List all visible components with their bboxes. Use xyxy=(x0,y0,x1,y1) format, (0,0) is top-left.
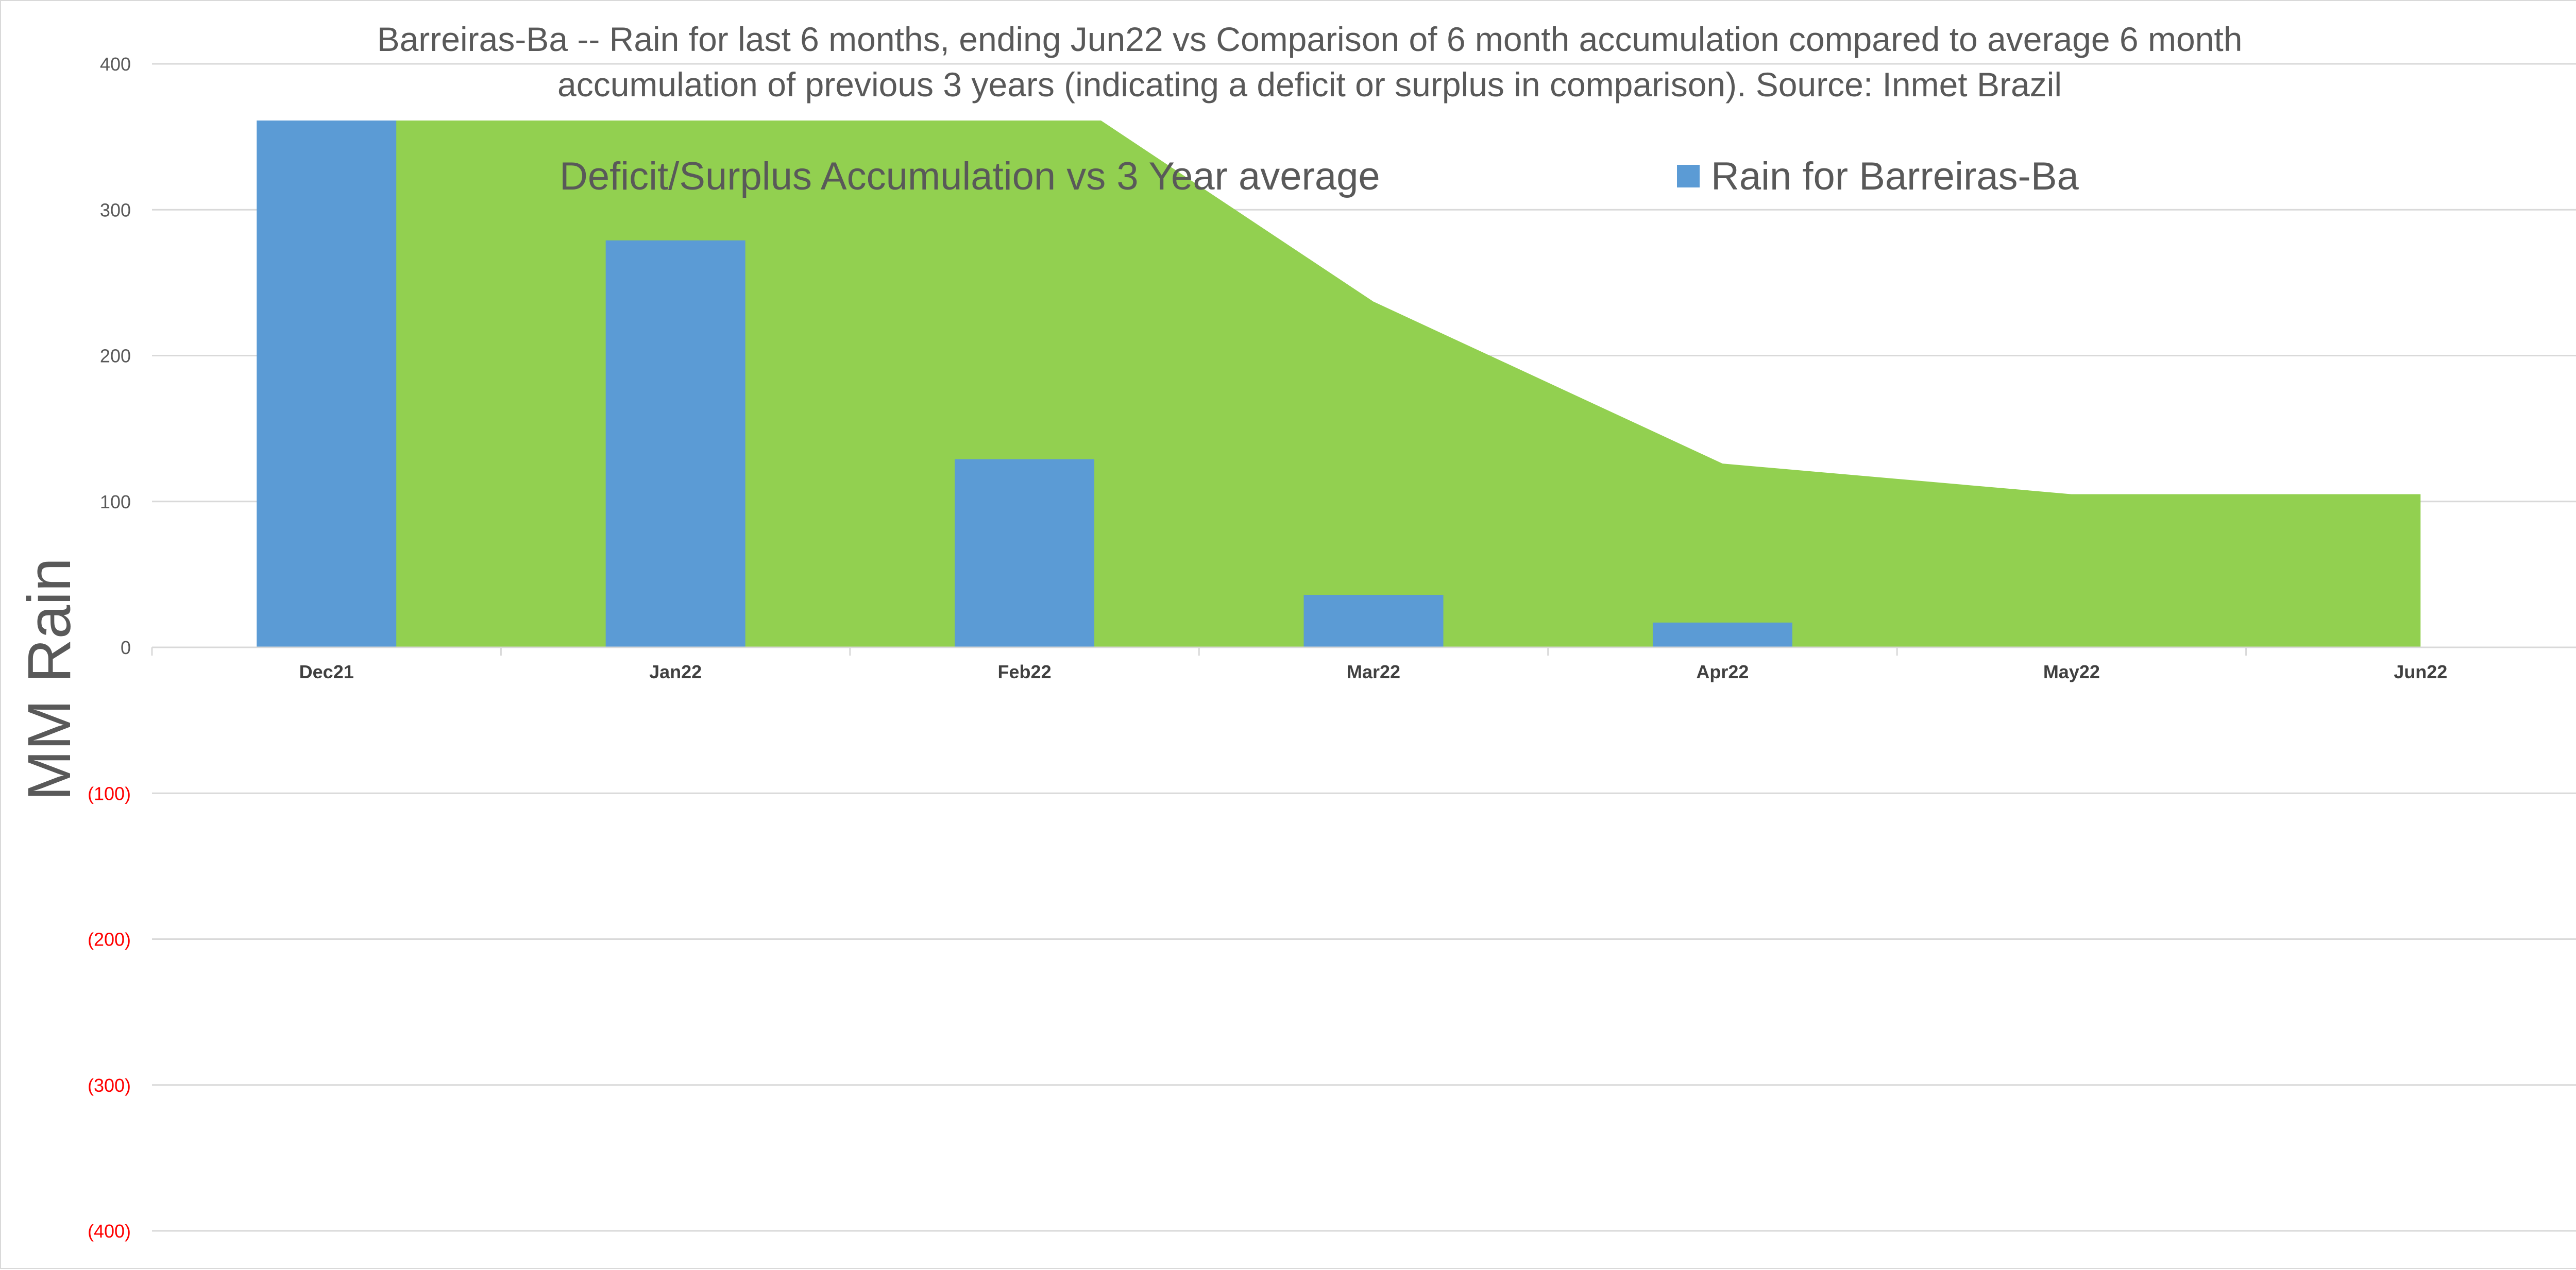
legend-label: Rain for Barreiras-Ba xyxy=(1711,155,2079,198)
bar-Jan22 xyxy=(605,240,745,647)
area-series-deficit-surplus xyxy=(326,121,2421,647)
y-tick-label: 100 xyxy=(100,491,131,512)
y-tick-label: 300 xyxy=(100,199,131,220)
x-tick-label: Feb22 xyxy=(998,661,1052,682)
x-tick-label: Mar22 xyxy=(1347,661,1400,682)
bar-Dec21 xyxy=(257,121,397,648)
legend: Deficit/Surplus Accumulation vs 3 Year a… xyxy=(526,155,2079,198)
x-tick-label: Apr22 xyxy=(1696,661,1749,682)
y-tick-label: (300) xyxy=(88,1075,131,1096)
bar-Mar22 xyxy=(1303,595,1444,647)
legend-swatch xyxy=(526,165,548,187)
x-tick-label: May22 xyxy=(2043,661,2100,682)
chart-title: Barreiras-Ba -- Rain for last 6 months, … xyxy=(290,16,2330,107)
chart-title-line-2: accumulation of previous 3 years (indica… xyxy=(557,65,2062,104)
y-tick-label: 0 xyxy=(121,637,131,658)
y-tick-label: (400) xyxy=(88,1221,131,1242)
y-tick-label: (100) xyxy=(88,783,131,804)
bar-Apr22 xyxy=(1652,622,1792,647)
x-tick-label: Dec21 xyxy=(299,661,354,682)
legend-label: Deficit/Surplus Accumulation vs 3 Year a… xyxy=(560,155,1380,198)
legend-swatch xyxy=(1677,165,1700,187)
x-tick-label: Jan22 xyxy=(649,661,702,682)
y-tick-label: 200 xyxy=(100,346,131,367)
y-tick-label: (200) xyxy=(88,929,131,950)
plot-area xyxy=(257,121,2421,648)
chart-title-line-1: Barreiras-Ba -- Rain for last 6 months, … xyxy=(377,20,2243,58)
y-tick-label: 400 xyxy=(100,54,131,75)
x-tick-label: Jun22 xyxy=(2394,661,2447,682)
bar-Feb22 xyxy=(955,459,1095,647)
